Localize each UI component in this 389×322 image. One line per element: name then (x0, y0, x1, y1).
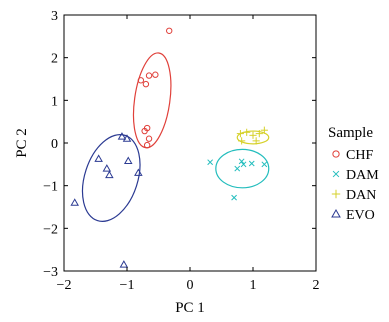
point-evo (117, 132, 127, 140)
point-dam (234, 165, 241, 172)
point-chf (145, 135, 153, 142)
y-tick-label: 1 (51, 94, 58, 109)
point-evo (105, 170, 114, 179)
y-tick-label: −1 (43, 180, 58, 195)
point-dam (240, 161, 247, 168)
y-tick-label: 3 (51, 9, 58, 24)
point-dam (207, 159, 214, 166)
legend-title: Sample (328, 125, 373, 141)
ellipse-dam (215, 148, 270, 189)
x-tick-label: 0 (187, 278, 194, 293)
point-dan (236, 130, 244, 138)
point-evo (119, 260, 129, 268)
legend-marker-dam (332, 170, 340, 178)
point-evo (134, 168, 143, 176)
point-dan (260, 126, 268, 134)
legend-marker-evo (331, 209, 341, 218)
x-axis-label: PC 1 (175, 300, 205, 316)
data-points (70, 27, 268, 268)
x-tick-label: −2 (57, 278, 72, 293)
point-dan (252, 137, 260, 145)
point-dam (261, 161, 268, 168)
y-tick-label: 0 (51, 137, 58, 152)
point-dan (249, 131, 257, 139)
ellipse-evo (81, 134, 141, 222)
x-tick-label: −1 (120, 278, 135, 293)
point-evo (94, 154, 103, 162)
point-chf (142, 80, 150, 88)
legend-label-dan: DAN (346, 188, 376, 203)
point-dam (238, 158, 245, 165)
point-chf (141, 127, 148, 135)
y-tick-label: 2 (51, 52, 58, 67)
point-dam (248, 160, 255, 167)
ellipse-dan (236, 130, 270, 145)
y-axis-label: PC 2 (14, 128, 30, 158)
x-tick-label: 2 (313, 278, 320, 293)
point-dan (243, 128, 251, 136)
y-tick-label: −2 (43, 222, 58, 237)
point-dan (238, 137, 246, 145)
ellipse-chf (132, 52, 172, 149)
point-chf (145, 72, 153, 79)
legend-label-dam: DAM (346, 168, 379, 183)
y-tick-label: −3 (43, 265, 58, 280)
point-evo (70, 198, 79, 206)
point-dam (231, 194, 237, 201)
point-dan (255, 130, 263, 138)
point-chf (166, 27, 173, 34)
point-evo (123, 156, 133, 164)
point-evo (122, 134, 132, 142)
legend-label-chf: CHF (346, 148, 373, 163)
legend-label-evo: EVO (346, 208, 375, 223)
axis-ticks (63, 14, 317, 272)
confidence-ellipses (81, 52, 270, 222)
point-evo (102, 164, 112, 172)
x-tick-label: 1 (250, 278, 257, 293)
legend: Sample CHF DAM DAN EVO (328, 125, 379, 223)
point-chf (137, 77, 145, 84)
legend-marker-chf (332, 150, 340, 158)
legend-marker-dan (331, 189, 341, 199)
point-chf (143, 141, 151, 149)
point-chf (152, 71, 159, 78)
